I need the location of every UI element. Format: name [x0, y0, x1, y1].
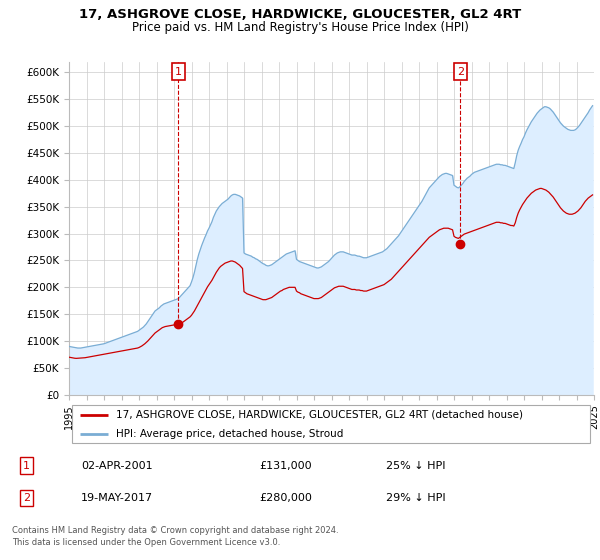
Text: HPI: Average price, detached house, Stroud: HPI: Average price, detached house, Stro… — [116, 429, 344, 439]
Text: Contains HM Land Registry data © Crown copyright and database right 2024.: Contains HM Land Registry data © Crown c… — [12, 526, 338, 535]
Text: 1: 1 — [175, 67, 182, 77]
Text: 29% ↓ HPI: 29% ↓ HPI — [386, 493, 446, 503]
Text: 1: 1 — [23, 460, 30, 470]
Text: 17, ASHGROVE CLOSE, HARDWICKE, GLOUCESTER, GL2 4RT (detached house): 17, ASHGROVE CLOSE, HARDWICKE, GLOUCESTE… — [116, 409, 523, 419]
Text: 2: 2 — [457, 67, 464, 77]
Text: £131,000: £131,000 — [260, 460, 313, 470]
Text: 02-APR-2001: 02-APR-2001 — [81, 460, 153, 470]
Text: This data is licensed under the Open Government Licence v3.0.: This data is licensed under the Open Gov… — [12, 538, 280, 547]
Text: 2: 2 — [23, 493, 30, 503]
Text: Price paid vs. HM Land Registry's House Price Index (HPI): Price paid vs. HM Land Registry's House … — [131, 21, 469, 34]
Text: 25% ↓ HPI: 25% ↓ HPI — [386, 460, 446, 470]
Text: £280,000: £280,000 — [260, 493, 313, 503]
FancyBboxPatch shape — [71, 405, 590, 443]
Text: 17, ASHGROVE CLOSE, HARDWICKE, GLOUCESTER, GL2 4RT: 17, ASHGROVE CLOSE, HARDWICKE, GLOUCESTE… — [79, 8, 521, 21]
Text: 19-MAY-2017: 19-MAY-2017 — [81, 493, 153, 503]
